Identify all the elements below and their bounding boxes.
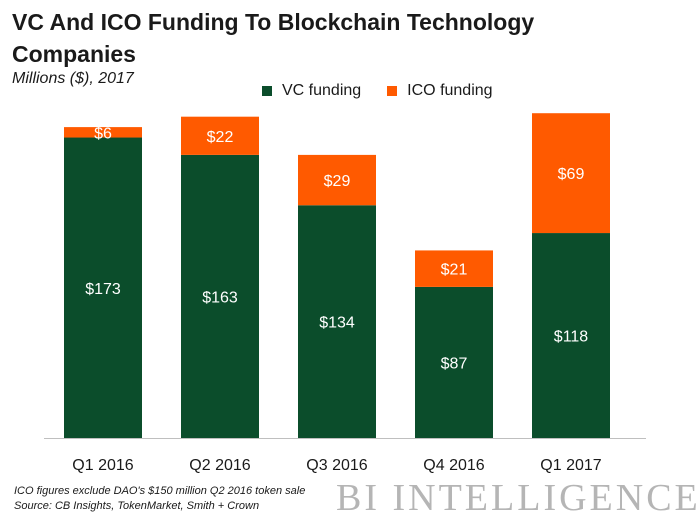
data-label-ico-2: $22 xyxy=(207,129,234,146)
x-tick-label: Q4 2016 xyxy=(423,457,484,474)
bar-vc-5 xyxy=(532,233,610,438)
x-tick-label: Q3 2016 xyxy=(306,457,367,474)
legend-label-vc: VC funding xyxy=(282,82,362,99)
x-tick-label: Q1 2017 xyxy=(540,457,601,474)
bar-ico-4 xyxy=(415,250,493,287)
bar-vc-1 xyxy=(64,137,142,439)
data-label-vc-4: $87 xyxy=(441,355,468,372)
footnote-line-2: Source: CB Insights, TokenMarket, Smith … xyxy=(14,500,260,512)
data-label-vc-2: $163 xyxy=(202,289,238,306)
data-label-vc-3: $134 xyxy=(319,315,355,332)
legend-item-ico: ICO funding xyxy=(387,82,493,100)
x-tick-label: Q1 2016 xyxy=(72,457,133,474)
legend-label-ico: ICO funding xyxy=(407,82,493,99)
legend: VC funding ICO funding xyxy=(262,82,519,100)
legend-swatch-ico xyxy=(387,86,398,96)
bar-vc-2 xyxy=(181,154,259,439)
bar-vc-3 xyxy=(298,205,376,438)
data-label-vc-5: $118 xyxy=(554,329,589,346)
footnote-line-1: ICO figures exclude DAO's $150 million Q… xyxy=(14,485,306,497)
bar-vc-4 xyxy=(415,286,493,438)
x-tick-label: Q2 2016 xyxy=(189,457,250,474)
bar-ico-5 xyxy=(532,113,610,234)
data-label-ico-5: $69 xyxy=(558,166,585,183)
legend-swatch-vc xyxy=(262,86,272,96)
data-label-ico-3: $29 xyxy=(324,173,351,190)
data-label-ico-4: $21 xyxy=(441,262,468,279)
data-label-ico-1: $6 xyxy=(94,125,112,142)
footnote: ICO figures exclude DAO's $150 million Q… xyxy=(14,484,305,514)
bar-ico-2 xyxy=(181,116,259,155)
data-label-vc-1: $173 xyxy=(85,281,121,298)
legend-item-vc: VC funding xyxy=(262,82,361,100)
bar-ico-3 xyxy=(298,154,376,206)
bar-ico-1 xyxy=(64,127,142,138)
brand-logo: BI INTELLIGENCE xyxy=(336,477,700,519)
chart-title: VC And ICO Funding To Blockchain Technol… xyxy=(12,9,535,67)
chart-subtitle: Millions ($), 2017 xyxy=(12,70,134,87)
